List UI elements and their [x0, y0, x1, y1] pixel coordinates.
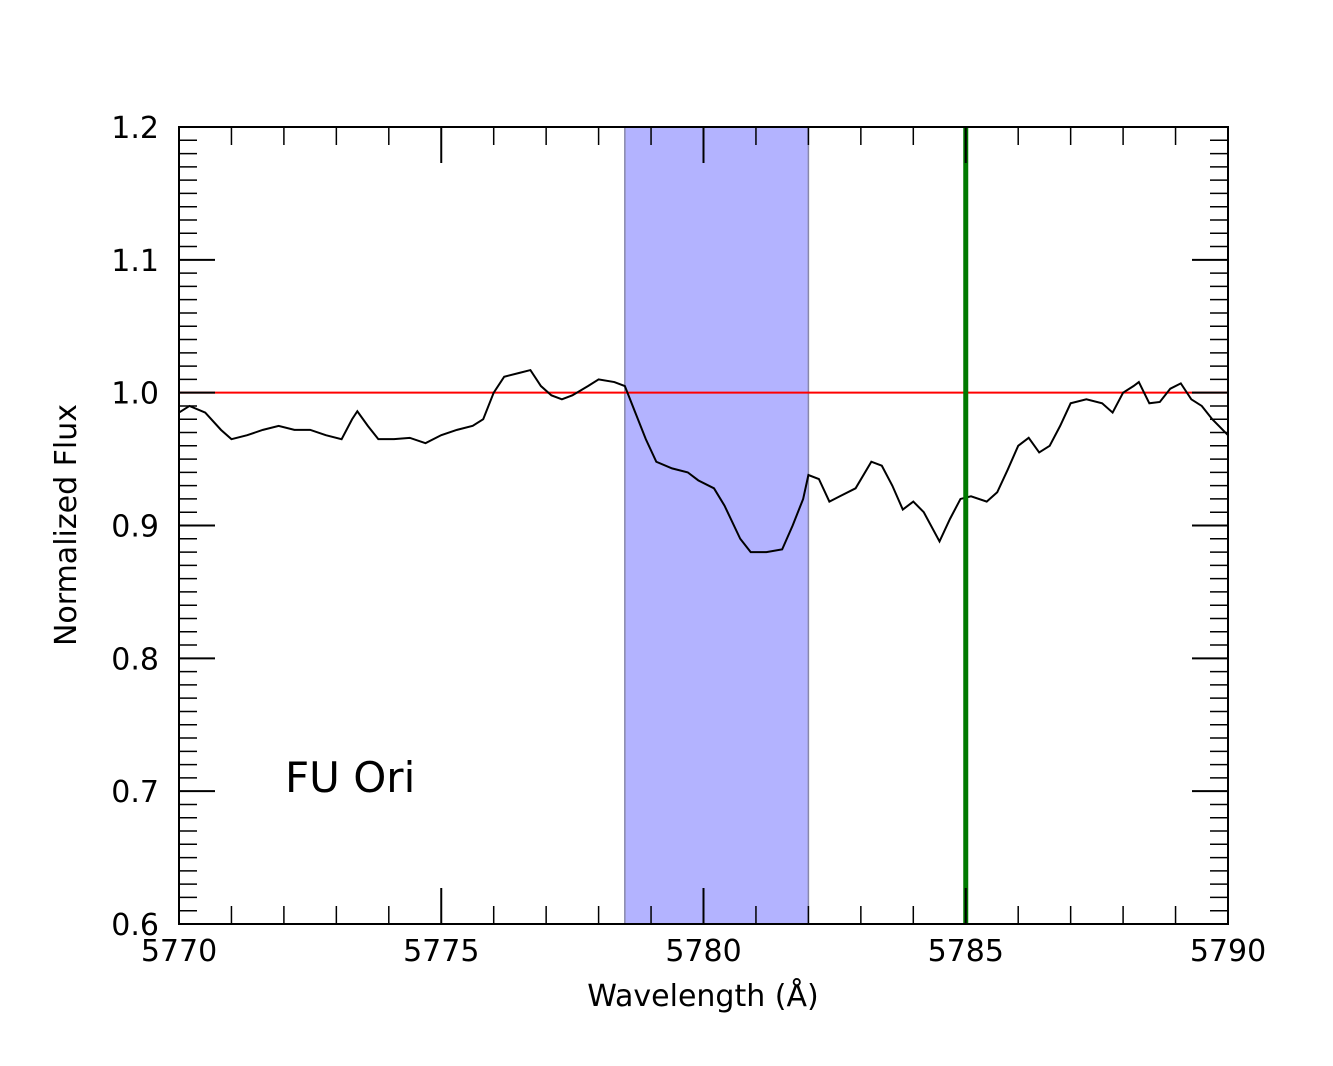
x-tick-label: 5785 — [928, 934, 1004, 969]
y-tick-label: 1.0 — [111, 377, 159, 412]
y-tick-label: 0.8 — [111, 642, 159, 677]
x-axis-title: Wavelength (Å) — [587, 978, 818, 1014]
x-tick-label: 5780 — [665, 934, 741, 969]
spectrum-line — [178, 368, 1229, 554]
highlight-span — [624, 126, 810, 925]
y-tick-label: 1.1 — [111, 244, 159, 279]
x-tick-label: 5775 — [403, 934, 479, 969]
x-tick-label: 5770 — [141, 934, 217, 969]
y-tick-label: 0.9 — [111, 510, 159, 545]
y-tick-label: 0.7 — [111, 775, 159, 810]
annotation: FU Ori — [285, 753, 415, 802]
y-tick-label: 0.6 — [111, 908, 159, 943]
y-axis-title: Normalized Flux — [49, 404, 84, 646]
y-tick-label: 1.2 — [111, 111, 159, 146]
x-tick-label: 5790 — [1190, 934, 1266, 969]
